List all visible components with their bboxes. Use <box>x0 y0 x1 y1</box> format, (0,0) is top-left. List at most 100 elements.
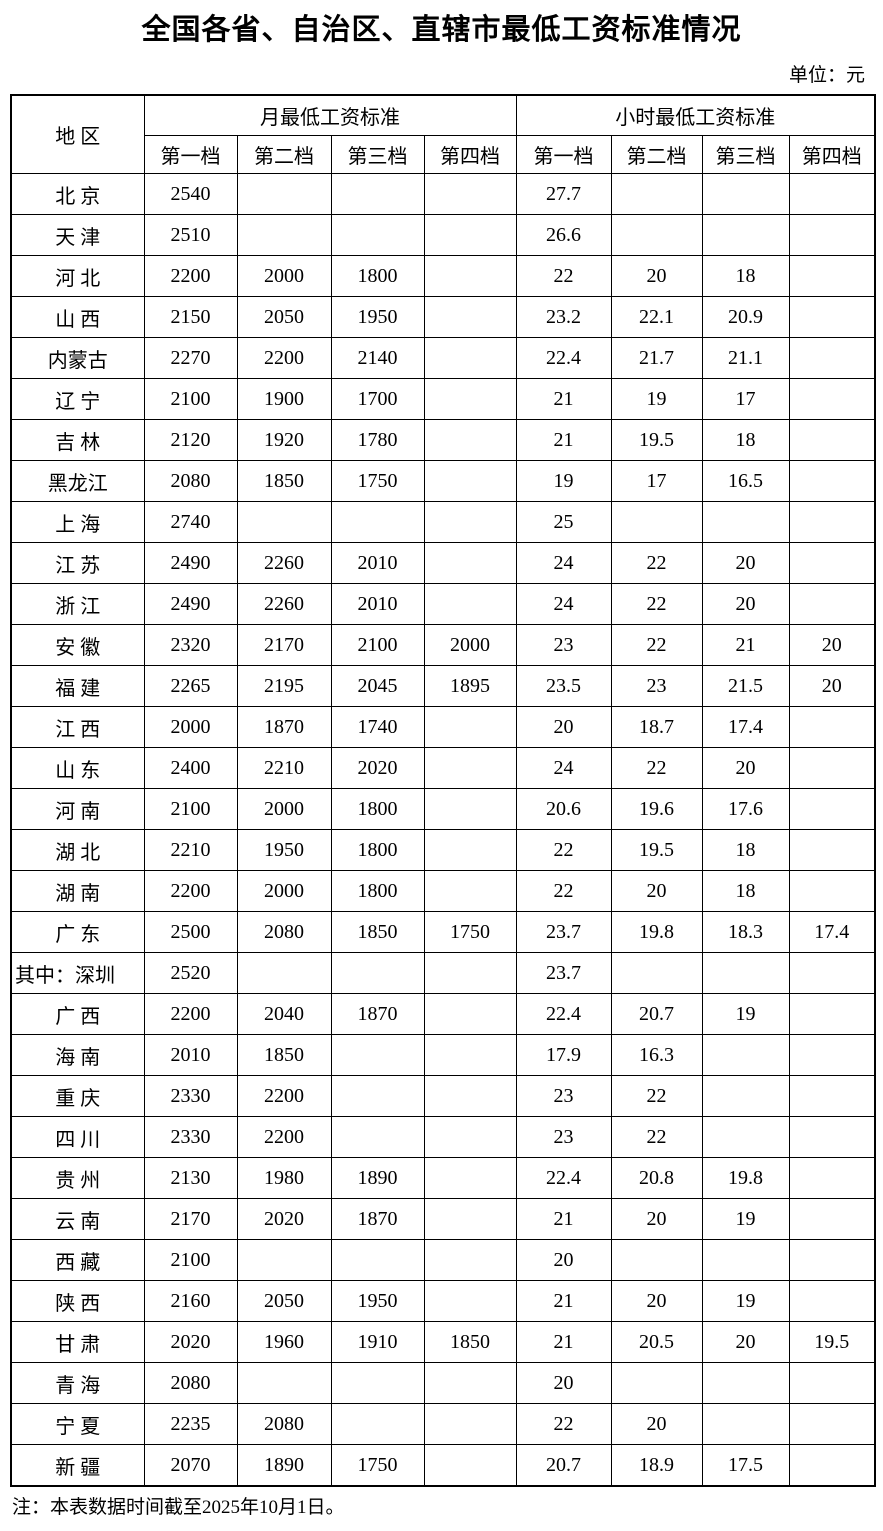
hourly-tier-4-cell <box>788 1403 876 1445</box>
hourly-tier-4-cell <box>788 542 876 584</box>
hourly-tier-1-cell: 20 <box>515 706 612 748</box>
hourly-tier-3-cell <box>701 1403 790 1445</box>
monthly-tier-2-cell: 2260 <box>236 542 332 584</box>
region-cell: 吉 林 <box>10 419 145 461</box>
hourly-tier-3-cell: 16.5 <box>701 460 790 502</box>
hourly-tier-3-cell <box>701 1239 790 1281</box>
hourly-tier-1-cell: 23.2 <box>515 296 612 338</box>
hourly-tier-4-cell <box>788 1280 876 1322</box>
monthly-tier-2-cell: 1850 <box>236 460 332 502</box>
hourly-tier-3-cell: 21.1 <box>701 337 790 379</box>
hourly-tier-4-cell: 20 <box>788 624 876 666</box>
table-row: 湖 北 2210 1950 1800 22 19.5 18 <box>10 829 876 871</box>
region-column-header: 地 区 <box>10 94 145 174</box>
monthly-tier-2-cell: 1950 <box>236 829 332 871</box>
hourly-tier-3-cell: 19 <box>701 1198 790 1240</box>
monthly-tier-4-header: 第四档 <box>423 135 517 174</box>
monthly-tier-4-cell <box>423 255 517 297</box>
monthly-tier-4-cell <box>423 870 517 912</box>
hourly-tier-4-cell <box>788 870 876 912</box>
monthly-tier-1-cell: 2080 <box>143 460 238 502</box>
table-row: 其中：深圳 2520 23.7 <box>10 952 876 994</box>
monthly-tier-3-cell: 2020 <box>330 747 425 789</box>
hourly-tier-4-cell <box>788 173 876 215</box>
region-cell: 江 西 <box>10 706 145 748</box>
hourly-tier-4-cell <box>788 952 876 994</box>
monthly-tier-3-cell: 2140 <box>330 337 425 379</box>
monthly-tier-1-cell: 2540 <box>143 173 238 215</box>
region-cell: 浙 江 <box>10 583 145 625</box>
region-cell: 天 津 <box>10 214 145 256</box>
hourly-tier-1-cell: 21 <box>515 1321 612 1363</box>
region-cell: 四 川 <box>10 1116 145 1158</box>
hourly-tier-1-cell: 21 <box>515 378 612 420</box>
monthly-tier-4-cell <box>423 378 517 420</box>
table-row: 天 津 2510 26.6 <box>10 214 876 256</box>
monthly-tier-3-cell <box>330 1116 425 1158</box>
monthly-tier-4-cell <box>423 173 517 215</box>
hourly-tier-1-cell: 21 <box>515 1280 612 1322</box>
monthly-tier-4-cell <box>423 993 517 1035</box>
hourly-tier-2-cell: 19.6 <box>610 788 703 830</box>
monthly-tier-4-cell <box>423 1198 517 1240</box>
monthly-tier-3-cell: 1870 <box>330 993 425 1035</box>
unit-label: 单位：元 <box>788 65 865 86</box>
monthly-tier-2-cell: 1980 <box>236 1157 332 1199</box>
monthly-tier-3-cell: 2010 <box>330 583 425 625</box>
monthly-tier-2-cell: 1960 <box>236 1321 332 1363</box>
monthly-tier-1-cell: 2235 <box>143 1403 238 1445</box>
monthly-tier-2-cell: 2260 <box>236 583 332 625</box>
monthly-tier-1-cell: 2080 <box>143 1362 238 1404</box>
hourly-tier-1-cell: 23 <box>515 624 612 666</box>
monthly-tier-4-cell <box>423 542 517 584</box>
hourly-tier-2-cell: 19.8 <box>610 911 703 953</box>
monthly-tier-1-cell: 2265 <box>143 665 238 707</box>
table-row: 广 东 2500 2080 1850 1750 23.7 19.8 18.3 1… <box>10 911 876 953</box>
monthly-tier-3-cell: 1700 <box>330 378 425 420</box>
hourly-tier-1-cell: 27.7 <box>515 173 612 215</box>
hourly-tier-4-cell <box>788 378 876 420</box>
hourly-tier-2-cell: 22 <box>610 747 703 789</box>
monthly-tier-3-cell: 2045 <box>330 665 425 707</box>
hourly-tier-2-cell: 20 <box>610 870 703 912</box>
table-row: 青 海 2080 20 <box>10 1362 876 1404</box>
monthly-tier-4-cell <box>423 952 517 994</box>
monthly-tier-2-cell: 2050 <box>236 296 332 338</box>
hourly-tier-4-cell <box>788 583 876 625</box>
hourly-tier-4-cell <box>788 501 876 543</box>
region-cell: 重 庆 <box>10 1075 145 1117</box>
hourly-tier-4-cell <box>788 1362 876 1404</box>
hourly-tier-4-cell <box>788 829 876 871</box>
hourly-tier-1-cell: 23.7 <box>515 911 612 953</box>
monthly-tier-4-cell: 1750 <box>423 911 517 953</box>
monthly-tier-4-cell <box>423 706 517 748</box>
hourly-tier-2-cell: 18.9 <box>610 1444 703 1487</box>
monthly-tier-3-cell: 1750 <box>330 1444 425 1487</box>
table-row: 河 北 2200 2000 1800 22 20 18 <box>10 255 876 297</box>
hourly-tier-2-cell: 18.7 <box>610 706 703 748</box>
monthly-tier-2-cell: 1890 <box>236 1444 332 1487</box>
monthly-tier-3-cell: 1800 <box>330 829 425 871</box>
monthly-tier-2-cell <box>236 1362 332 1404</box>
hourly-tier-3-cell: 20 <box>701 542 790 584</box>
monthly-tier-4-cell <box>423 1075 517 1117</box>
hourly-tier-1-cell: 20 <box>515 1362 612 1404</box>
hourly-tier-3-cell <box>701 1075 790 1117</box>
hourly-tier-1-cell: 24 <box>515 542 612 584</box>
hourly-tier-2-cell <box>610 1239 703 1281</box>
monthly-tier-2-cell: 2170 <box>236 624 332 666</box>
monthly-tier-3-cell: 1890 <box>330 1157 425 1199</box>
hourly-tier-1-cell: 23 <box>515 1075 612 1117</box>
monthly-tier-2-cell <box>236 952 332 994</box>
region-cell: 西 藏 <box>10 1239 145 1281</box>
hourly-tier-2-cell: 20.8 <box>610 1157 703 1199</box>
hourly-tier-4-cell <box>788 706 876 748</box>
hourly-tier-3-cell <box>701 173 790 215</box>
monthly-tier-2-cell: 2200 <box>236 1075 332 1117</box>
hourly-tier-2-cell <box>610 952 703 994</box>
hourly-tier-2-cell: 19.5 <box>610 419 703 461</box>
hourly-tier-3-cell: 18 <box>701 255 790 297</box>
hourly-tier-2-cell <box>610 173 703 215</box>
table-row: 河 南 2100 2000 1800 20.6 19.6 17.6 <box>10 788 876 830</box>
hourly-tier-3-cell: 17.5 <box>701 1444 790 1487</box>
